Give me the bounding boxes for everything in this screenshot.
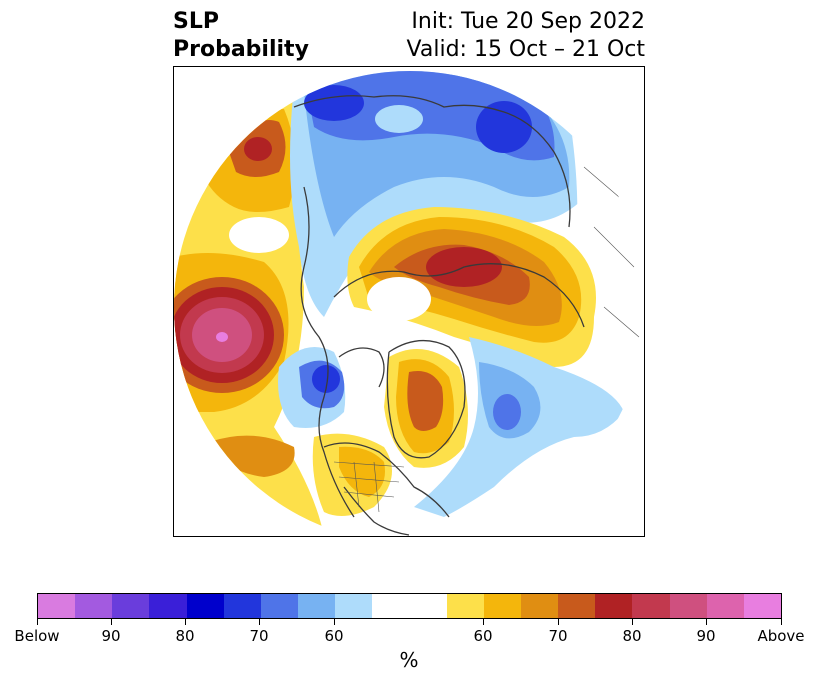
colorbar-segment xyxy=(372,594,447,618)
pacific-low-center xyxy=(216,332,228,342)
polar-map xyxy=(173,66,645,537)
colorbar-tick xyxy=(37,619,38,625)
probability-field xyxy=(174,71,644,536)
arctic-gap xyxy=(367,277,431,321)
colorbar xyxy=(37,593,782,619)
init-date: Init: Tue 20 Sep 2022 xyxy=(411,9,645,34)
colorbar-segment xyxy=(743,594,782,618)
colorbar-segment xyxy=(38,594,76,618)
title-type: Probability xyxy=(173,37,309,62)
colorbar-tick-label: Above xyxy=(757,627,805,645)
colorbar-tick-label: 60 xyxy=(324,627,344,645)
colorbar-segment xyxy=(149,594,187,618)
asia-below-75-east xyxy=(476,101,532,153)
atlantic-below-70 xyxy=(493,394,521,430)
colorbar-tick-label: 80 xyxy=(175,627,195,645)
colorbar-segment xyxy=(260,594,299,618)
map-dates: Init: Tue 20 Sep 2022 Valid: 15 Oct – 21… xyxy=(407,8,645,64)
title-variable: SLP xyxy=(173,9,219,34)
colorbar-segment xyxy=(595,594,633,618)
colorbar-tick-label: 70 xyxy=(249,627,269,645)
colorbar-unit-label: % xyxy=(399,648,419,672)
map-title: SLP Probability xyxy=(173,8,309,64)
colorbar-tick xyxy=(706,619,707,625)
colorbar-segment xyxy=(669,594,707,618)
colorbar-tick xyxy=(632,619,633,625)
coastlines xyxy=(293,95,585,536)
colorbar-segment xyxy=(335,594,373,618)
colorbar-segment xyxy=(223,594,261,618)
colorbar-segment xyxy=(112,594,150,618)
asia-below-75-west xyxy=(304,85,364,121)
pacific-gap xyxy=(229,217,289,253)
colorbar-tick-label: 70 xyxy=(548,627,568,645)
colorbar-tick xyxy=(558,619,559,625)
colorbar-segment xyxy=(558,594,596,618)
colorbar-tick xyxy=(483,619,484,625)
colorbar-segment xyxy=(706,594,744,618)
colorbar-segment xyxy=(632,594,670,618)
colorbar-tick-label: 90 xyxy=(696,627,716,645)
canada-below-75 xyxy=(312,365,340,393)
colorbar-segment xyxy=(75,594,113,618)
colorbar-segment xyxy=(298,594,336,618)
valid-range: Valid: 15 Oct – 21 Oct xyxy=(406,37,645,62)
colorbar-tick xyxy=(781,619,782,625)
colorbar-segment xyxy=(483,594,522,618)
colorbar-segment xyxy=(446,594,484,618)
asia-gap xyxy=(375,105,423,133)
colorbar-tick xyxy=(259,619,260,625)
greenland-above-75 xyxy=(407,371,444,431)
colorbar-tick xyxy=(334,619,335,625)
colorbar-tick xyxy=(185,619,186,625)
pacific-above-85 xyxy=(244,137,272,161)
se-pacific-above-70 xyxy=(209,435,295,477)
colorbar-segment xyxy=(521,594,559,618)
colorbar-segment xyxy=(186,594,224,618)
colorbar-tick-label: 90 xyxy=(101,627,121,645)
us-above-65 xyxy=(339,446,385,497)
colorbar-tick-label: Below xyxy=(14,627,60,645)
colorbar-tick-label: 60 xyxy=(473,627,493,645)
colorbar-tick xyxy=(111,619,112,625)
colorbar-tick-label: 80 xyxy=(622,627,642,645)
